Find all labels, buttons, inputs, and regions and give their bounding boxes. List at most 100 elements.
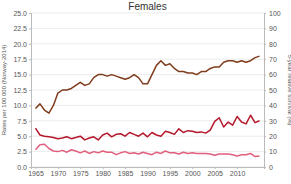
tick-label: 17.5 — [13, 56, 27, 63]
tick-label: 20 — [269, 133, 277, 140]
tick: 7.5 — [17, 118, 31, 125]
tick-label: 60 — [269, 71, 277, 78]
tick-mark — [35, 167, 36, 169]
tick-mark — [29, 44, 31, 45]
series-line — [35, 115, 259, 140]
series-line — [35, 56, 259, 113]
tick-mark — [29, 136, 31, 137]
grid-line — [31, 13, 264, 14]
y-axis-title: Rates per 100 000 (Norway-2014) — [1, 45, 7, 136]
tick: 60 — [264, 71, 277, 78]
tick: 1990 — [140, 167, 156, 177]
tick-label: 5.0 — [17, 133, 27, 140]
tick: 1995 — [163, 167, 179, 177]
tick: 50 — [264, 87, 277, 94]
grid-line — [31, 59, 264, 60]
tick-mark — [29, 59, 31, 60]
tick-mark — [103, 167, 104, 169]
tick-label: 20.0 — [13, 41, 27, 48]
tick-mark — [237, 167, 238, 169]
tick-mark — [58, 167, 59, 169]
tick-mark — [264, 75, 266, 76]
tick-mark — [29, 13, 31, 14]
tick-label: 1965 — [28, 170, 44, 177]
tick: 12.5 — [13, 87, 31, 94]
tick-mark — [264, 105, 266, 106]
axis-line — [265, 14, 267, 168]
tick: 2005 — [207, 167, 223, 177]
tick-label: 1970 — [51, 170, 67, 177]
grid-line — [31, 74, 264, 75]
tick-label: 25.0 — [13, 10, 27, 17]
tick-label: 70 — [269, 56, 277, 63]
tick-label: 10.0 — [13, 102, 27, 109]
tick: 2.5 — [17, 148, 31, 155]
tick-label: 1995 — [163, 170, 179, 177]
tick-mark — [148, 167, 149, 169]
tick: 1975 — [73, 167, 89, 177]
tick: 2000 — [185, 167, 201, 177]
tick-label: 1980 — [95, 170, 111, 177]
tick-mark — [264, 121, 266, 122]
tick-label: 80 — [269, 41, 277, 48]
tick-label: 22.5 — [13, 25, 27, 32]
grid — [31, 13, 264, 167]
tick-label: 15.0 — [13, 71, 27, 78]
y2-axis-title: 5-year relative survival (%) — [287, 54, 291, 125]
tick-mark — [80, 167, 81, 169]
axis-line — [29, 14, 32, 168]
tick: 40 — [264, 102, 277, 109]
y-axis: 0.02.55.07.510.012.515.017.520.022.525.0 — [13, 10, 31, 171]
tick-mark — [192, 167, 193, 169]
tick: 70 — [264, 56, 277, 63]
tick-label: 30 — [269, 118, 277, 125]
tick-label: 90 — [269, 25, 277, 32]
plot-area — [35, 56, 259, 156]
tick-label: 2.5 — [17, 148, 27, 155]
chart: 1965197019751980198519901995200020052010… — [0, 0, 291, 184]
grid-line — [31, 120, 264, 121]
grid-line — [31, 28, 264, 29]
tick: 100 — [264, 10, 281, 17]
tick-mark — [264, 167, 266, 168]
tick: 1965 — [28, 167, 44, 177]
tick-mark — [29, 90, 31, 91]
tick-mark — [264, 136, 266, 137]
tick: 10 — [264, 148, 277, 155]
tick-label: 1990 — [140, 170, 156, 177]
tick-label: 7.5 — [17, 118, 27, 125]
tick-label: 12.5 — [13, 87, 27, 94]
tick: 17.5 — [13, 56, 31, 63]
tick-label: 2005 — [207, 170, 223, 177]
tick: 20 — [264, 133, 277, 140]
tick: 1985 — [118, 167, 134, 177]
grid-line — [31, 105, 264, 106]
x-axis: 1965 1970 1975 1980 1985 1990 1995 2000 2005 2010 — [28, 167, 264, 177]
tick-label: 1985 — [118, 170, 134, 177]
tick-label: 2010 — [230, 170, 246, 177]
tick: 15.0 — [13, 71, 31, 78]
tick-mark — [264, 152, 266, 153]
tick-mark — [264, 13, 266, 14]
tick-mark — [215, 167, 216, 169]
tick-mark — [264, 59, 266, 60]
tick: 0 — [264, 164, 273, 171]
tick: 10.0 — [13, 102, 31, 109]
series-line — [35, 144, 259, 156]
tick: 1970 — [51, 167, 67, 177]
tick-mark — [29, 167, 31, 168]
tick-label: 40 — [269, 102, 277, 109]
tick: 80 — [264, 41, 277, 48]
tick-mark — [29, 105, 31, 106]
tick: 30 — [264, 118, 277, 125]
tick: 22.5 — [13, 25, 31, 32]
tick-mark — [264, 28, 266, 29]
tick-mark — [29, 75, 31, 76]
tick: 25.0 — [13, 10, 31, 17]
tick-label: 50 — [269, 87, 277, 94]
tick-mark — [264, 90, 266, 91]
tick-mark — [29, 121, 31, 122]
tick: 2010 — [230, 167, 246, 177]
grid-line — [31, 43, 264, 44]
tick-mark — [29, 28, 31, 29]
